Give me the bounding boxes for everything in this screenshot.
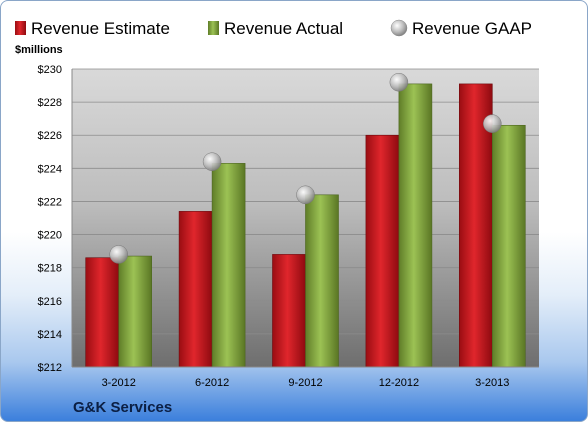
gaap-marker bbox=[109, 245, 128, 264]
gaap-marker bbox=[296, 185, 315, 205]
y-tick-label: $222 bbox=[38, 196, 62, 208]
gaap-marker bbox=[202, 152, 222, 171]
legend-swatch bbox=[15, 21, 26, 35]
y-tick-label: $226 bbox=[38, 130, 62, 142]
bars bbox=[85, 83, 526, 368]
gaap-markers bbox=[109, 72, 502, 264]
y-tick-label: $220 bbox=[38, 230, 62, 242]
legend-label: Revenue Estimate bbox=[31, 19, 170, 38]
actual-bar bbox=[305, 194, 339, 368]
legend-label: Revenue GAAP bbox=[412, 19, 532, 38]
gaap-marker bbox=[483, 114, 502, 133]
estimate-bar bbox=[85, 257, 119, 368]
actual-bar bbox=[491, 124, 526, 368]
x-tick-label: 3-2012 bbox=[102, 377, 136, 389]
x-tick-label: 12-2012 bbox=[379, 377, 419, 389]
estimate-bar bbox=[178, 211, 213, 368]
y-tick-label: $218 bbox=[38, 263, 62, 275]
estimate-bar bbox=[365, 134, 400, 368]
legend-swatch bbox=[390, 19, 408, 37]
legend-label: Revenue Actual bbox=[224, 19, 343, 38]
unit-label: $millions bbox=[15, 44, 63, 56]
legend-swatch bbox=[208, 21, 219, 35]
x-axis: 3-2012 6-2012 9-2012 12-2012 3-2013 bbox=[72, 366, 539, 389]
y-tick-label: $224 bbox=[38, 163, 62, 175]
y-tick-label: $230 bbox=[38, 64, 62, 76]
company-name: G&K Services bbox=[73, 399, 173, 416]
x-tick-label: 6-2012 bbox=[195, 377, 229, 389]
gaap-marker bbox=[389, 72, 409, 92]
x-tick-label: 3-2013 bbox=[475, 377, 509, 389]
actual-bar bbox=[118, 255, 152, 368]
estimate-bar bbox=[272, 254, 306, 368]
actual-bar bbox=[211, 163, 246, 368]
y-tick-label: $214 bbox=[38, 329, 62, 341]
y-tick-label: $216 bbox=[38, 296, 62, 308]
actual-bar bbox=[398, 83, 433, 368]
legend: Revenue Estimate Revenue Actual Revenue GA… bbox=[15, 19, 532, 38]
x-tick-label: 9-2012 bbox=[288, 377, 322, 389]
y-axis: $212 $214 $216 $218 $220 $222 $224 $226 $228 $230 bbox=[38, 64, 73, 374]
estimate-bar bbox=[458, 83, 493, 368]
y-tick-label: $228 bbox=[38, 97, 62, 109]
y-tick-label: $212 bbox=[38, 362, 62, 374]
